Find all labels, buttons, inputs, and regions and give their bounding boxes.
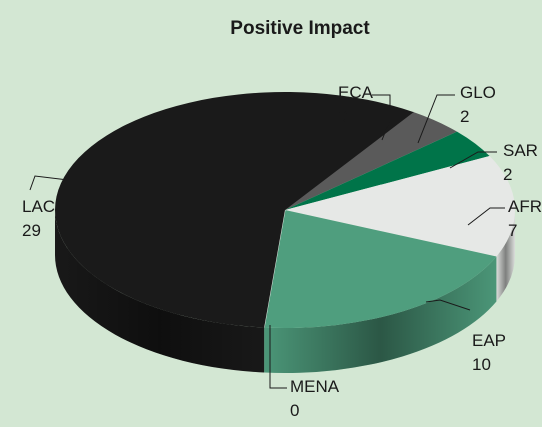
slice-value: 2 [460, 107, 469, 126]
slice-label: EAP [472, 331, 506, 350]
leader-line [467, 207, 505, 226]
slice-label: AFR [508, 197, 542, 216]
pie-slice [264, 210, 497, 328]
pie-side-shade [264, 256, 497, 373]
pie-slice [263, 209, 286, 328]
pie-slice [285, 131, 490, 210]
slice-value: 0 [338, 107, 347, 126]
leader-line [269, 325, 287, 389]
slice-label: LAC [22, 197, 55, 216]
pie-side-shade [55, 210, 265, 373]
slice-label: GLO [460, 83, 496, 102]
labels: ECA 0 GLO 2 SAR 2 AFR 7 EAP 10 MENA 0 LAC 29 [22, 83, 542, 420]
pie-sides [55, 210, 515, 373]
slice-value: 10 [472, 355, 491, 374]
leader-line [29, 175, 69, 191]
pie-tops [55, 92, 515, 328]
leader-line [417, 94, 455, 144]
slice-value: 7 [508, 221, 517, 240]
pie-slice [285, 112, 457, 210]
slice-label: MENA [290, 377, 340, 396]
slice-value: 2 [503, 165, 512, 184]
leader-line [425, 299, 471, 311]
leader-lines [29, 94, 505, 389]
leader-line [449, 151, 497, 169]
slice-label: ECA [338, 83, 374, 102]
slice-value: 0 [290, 401, 299, 420]
chart-title: Positive Impact [230, 18, 370, 39]
slice-label: SAR [503, 141, 538, 160]
pie-side-shade [496, 210, 515, 302]
slice-value: 29 [22, 221, 41, 240]
pie-slice [55, 92, 414, 328]
leader-line [372, 94, 391, 141]
pie-slice [285, 156, 515, 257]
